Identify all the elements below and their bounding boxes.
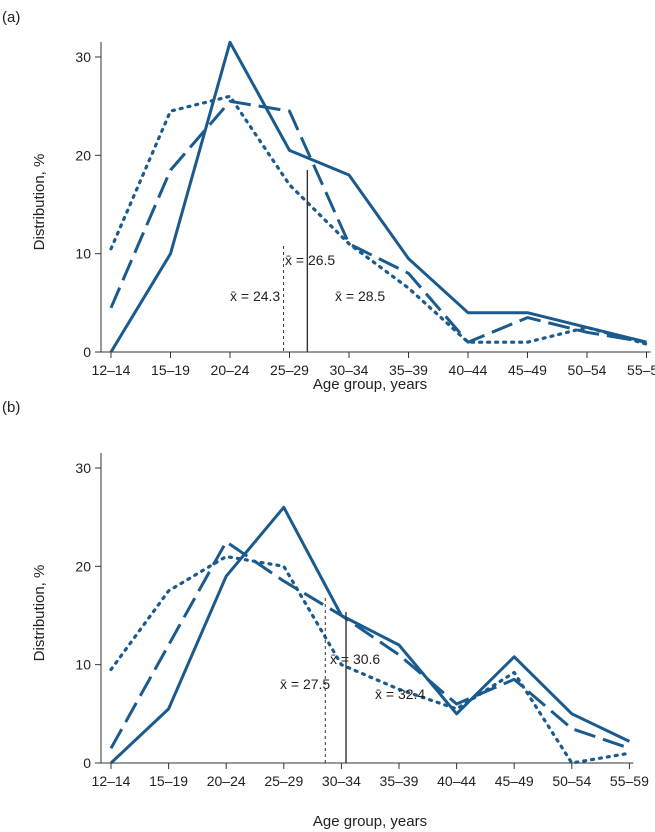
mean-label: x̄ = 30.6 — [330, 651, 380, 667]
x-tick-label: 20–24 — [211, 362, 250, 378]
mean-label: x̄ = 28.5 — [335, 288, 385, 304]
x-tick-label: 30–34 — [330, 362, 369, 378]
panel-b-y-axis-title: Distribution, % — [31, 565, 48, 662]
panel-b-plot-area: 0 10 20 30 12–14 15–19 20–24 25–29 30–34 35–39 40–… — [75, 453, 649, 789]
mean-label: x̄ = 32.4 — [375, 686, 425, 702]
x-tick-label: 25–29 — [264, 773, 303, 789]
x-tick-label: 55–59 — [627, 362, 655, 378]
x-tick-label: 15–19 — [151, 362, 190, 378]
series-line-dashed — [109, 99, 647, 344]
panel-a-y-axis-title: Distribution, % — [31, 154, 48, 251]
x-tick-label: 35–39 — [389, 362, 428, 378]
y-tick-label: 10 — [75, 657, 91, 673]
series-line-dashed — [109, 540, 630, 750]
mean-label: x̄ = 27.5 — [280, 676, 330, 692]
panel-b-label: (b) — [2, 399, 20, 416]
x-tick-label: 40–44 — [449, 362, 488, 378]
series-line-dotted — [109, 554, 632, 765]
series-line-dotted — [109, 94, 649, 346]
x-tick-label: 35–39 — [380, 773, 419, 789]
x-tick-label: 55–59 — [610, 773, 649, 789]
series-line-solid — [109, 505, 631, 765]
panel-a-label: (a) — [2, 9, 20, 26]
y-tick-label: 0 — [83, 755, 91, 771]
y-tick-label: 30 — [75, 460, 91, 476]
x-tick-label: 45–49 — [495, 773, 534, 789]
y-tick-label: 0 — [83, 344, 91, 360]
y-tick-label: 20 — [75, 558, 91, 574]
x-tick-label: 12–14 — [92, 362, 131, 378]
panel-a: (a) Distribution, % Age group, years 0 10… — [2, 9, 655, 393]
series-line-solid — [109, 40, 647, 353]
mean-label: x̄ = 26.5 — [285, 252, 335, 268]
x-tick-label: 25–29 — [270, 362, 309, 378]
x-tick-label: 45–49 — [508, 362, 547, 378]
panel-a-plot-area: 0 10 20 30 12–14 15–19 20–24 25–29 30–34 35–39 40–… — [75, 40, 655, 378]
panel-a-x-axis-title: Age group, years — [313, 376, 427, 393]
y-tick-label: 30 — [75, 49, 91, 65]
x-tick-label: 20–24 — [207, 773, 246, 789]
panel-b: (b) Distribution, % Age group, years 0 10… — [2, 399, 649, 830]
x-tick-label: 15–19 — [149, 773, 188, 789]
mean-label: x̄ = 24.3 — [230, 288, 280, 304]
x-tick-label: 30–34 — [322, 773, 361, 789]
panel-b-x-axis-title: Age group, years — [313, 813, 427, 830]
x-tick-label: 50–54 — [568, 362, 607, 378]
x-tick-label: 40–44 — [437, 773, 476, 789]
x-tick-label: 12–14 — [92, 773, 131, 789]
x-tick-label: 50–54 — [552, 773, 591, 789]
y-tick-label: 20 — [75, 147, 91, 163]
y-tick-label: 10 — [75, 246, 91, 262]
